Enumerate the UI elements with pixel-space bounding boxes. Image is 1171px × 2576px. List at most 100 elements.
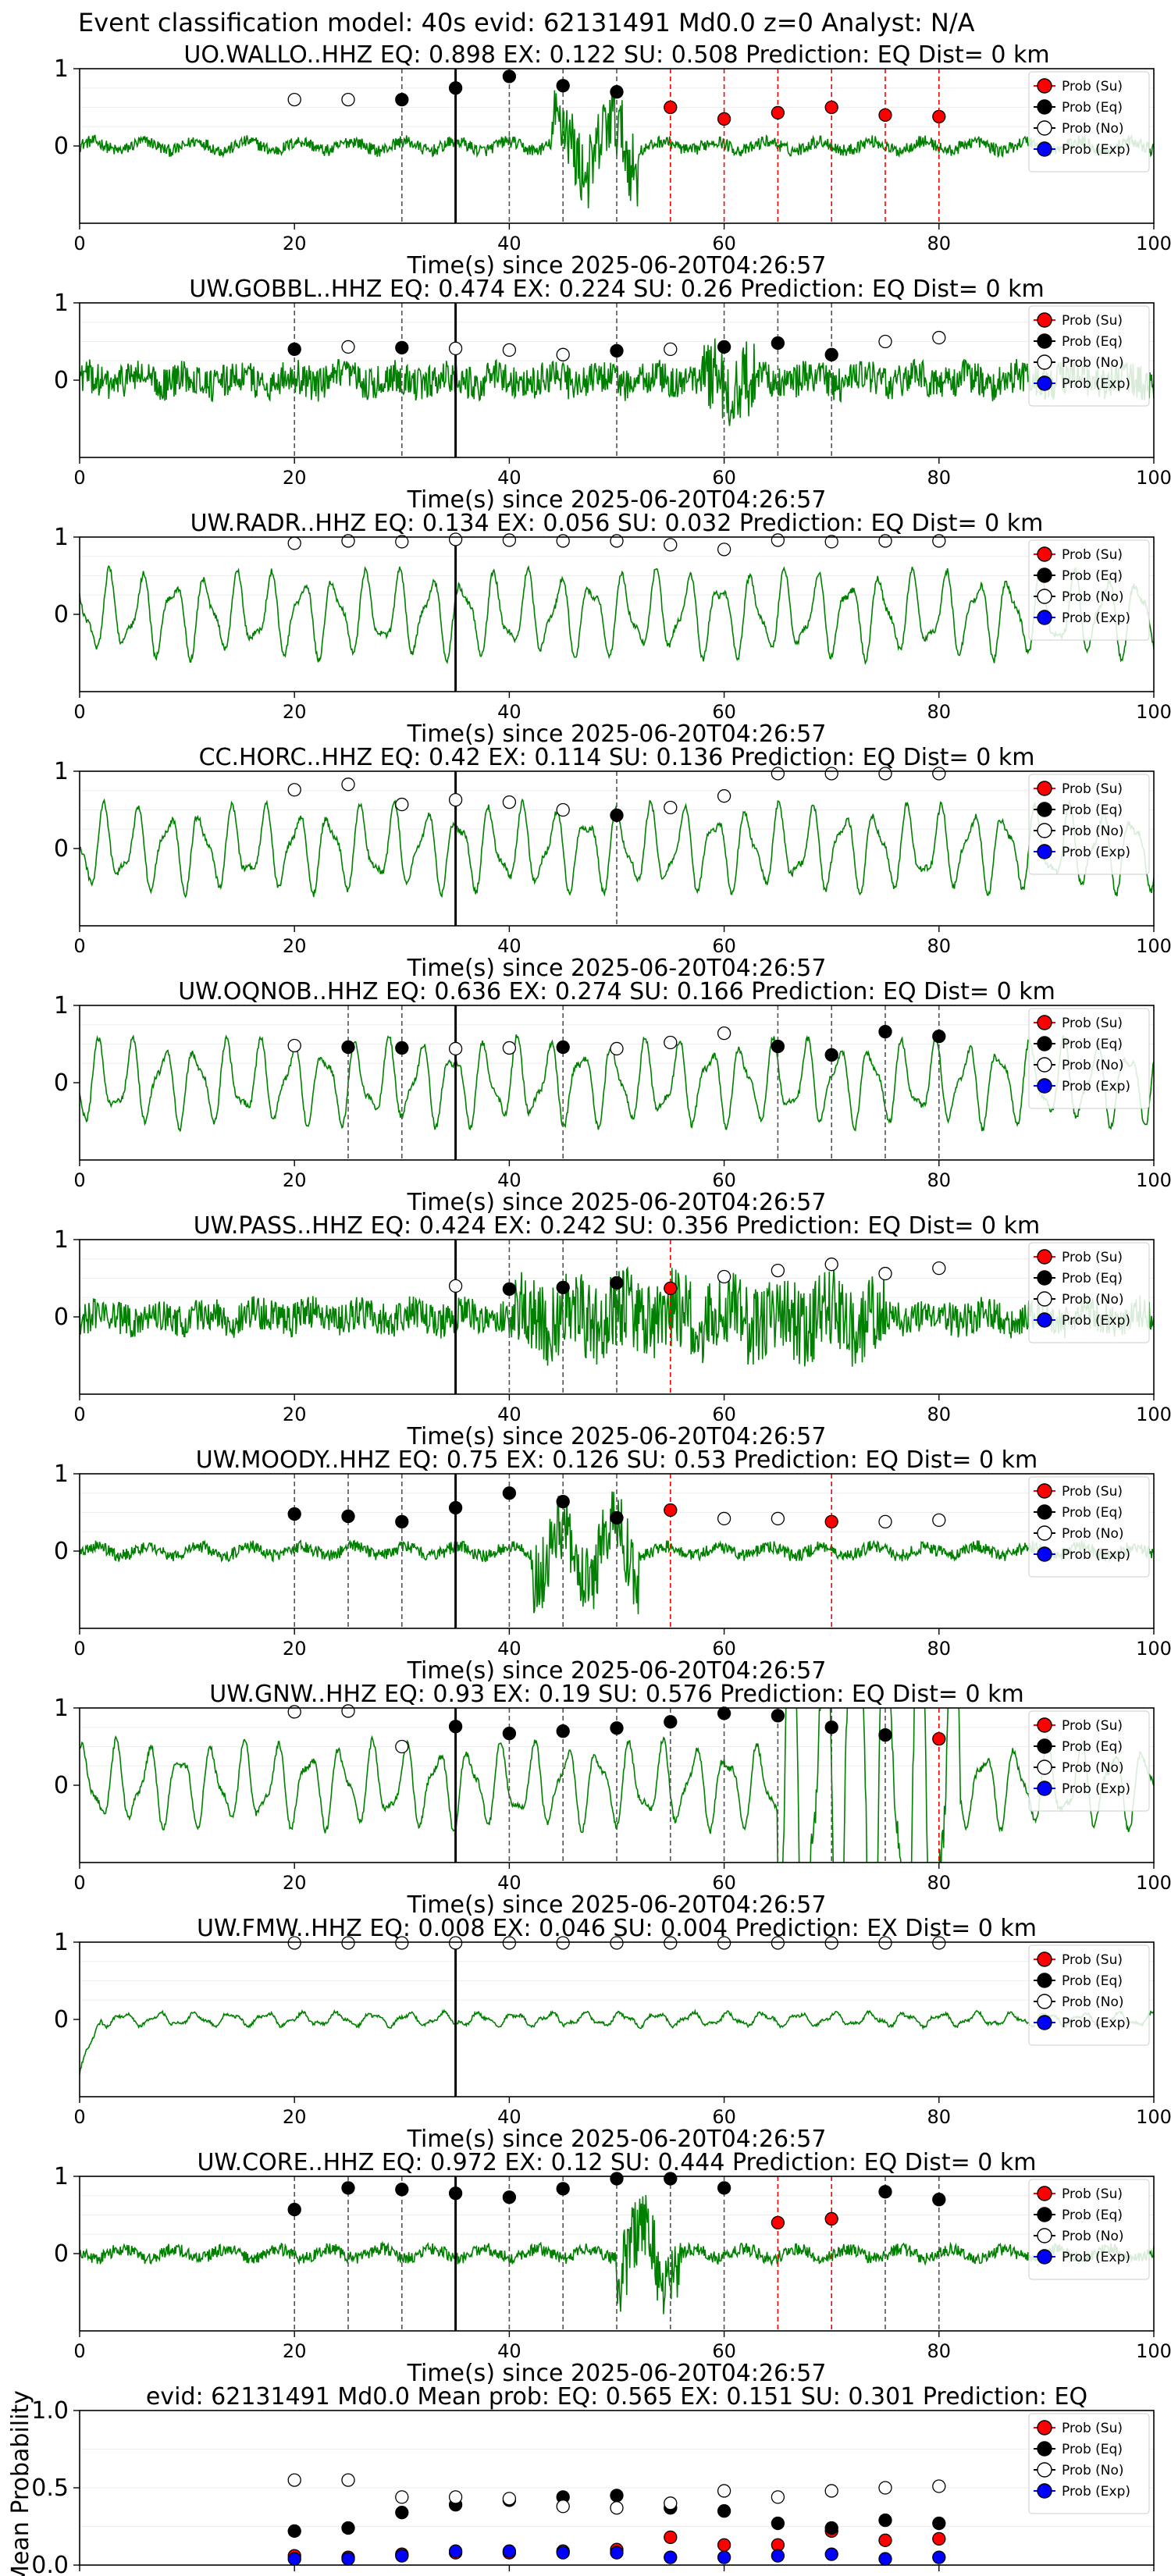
prob-marker-7-7	[664, 1715, 678, 1729]
legend-label-9-2: Prob (No)	[1062, 2229, 1124, 2244]
prob-marker-6-9	[771, 1511, 785, 1526]
prob-marker-7-5	[556, 1724, 570, 1738]
x-tick-label-2-5: 100	[1136, 701, 1171, 723]
x-tick-label-3-0: 0	[73, 935, 85, 957]
prob-marker-2-11	[878, 534, 892, 548]
prob-marker-6-12	[932, 1513, 946, 1528]
mean-marker-3-9	[771, 2549, 785, 2563]
legend-marker-5-2	[1037, 1291, 1052, 1307]
prob-marker-9-10	[824, 2211, 838, 2226]
x-tick-label-5-3: 60	[712, 1404, 736, 1425]
legend-marker-3-0	[1037, 781, 1052, 796]
prob-marker-3-3	[448, 792, 463, 807]
mean-marker-1-11	[878, 2513, 892, 2528]
prob-marker-8-7	[664, 1936, 678, 1950]
legend-box-3	[1028, 774, 1150, 875]
legend-marker-5-1	[1037, 1270, 1052, 1286]
x-tick-label-5-1: 20	[283, 1404, 307, 1425]
prob-marker-0-2	[395, 92, 409, 107]
prob-marker-2-1	[341, 534, 355, 548]
x-tick-label-4-0: 0	[73, 1169, 85, 1191]
x-axis-label-9: Time(s) since 2025-06-20T04:26:57	[407, 2360, 827, 2387]
panel-0: UO.WALLO..HHZ EQ: 0.898 EX: 0.122 SU: 0.…	[54, 41, 1171, 279]
mean-marker-3-7	[664, 2550, 678, 2564]
y-tick-label-3-1: 1	[54, 758, 69, 785]
prob-marker-0-3	[448, 81, 463, 95]
prob-marker-2-4	[502, 533, 517, 547]
x-tick-label-9-1: 20	[283, 2340, 307, 2362]
x-tick-label-1-5: 100	[1136, 467, 1171, 489]
prob-marker-8-10	[824, 1936, 838, 1950]
mean-marker-3-6	[610, 2546, 624, 2560]
panel-title-7: UW.GNW..HHZ EQ: 0.93 EX: 0.19 SU: 0.576 …	[209, 1681, 1024, 1708]
legend-marker-4-1	[1037, 1036, 1052, 1051]
panel-4: UW.OQNOB..HHZ EQ: 0.636 EX: 0.274 SU: 0.…	[54, 978, 1171, 1216]
legend-marker-9-3	[1037, 2249, 1052, 2265]
prob-marker-8-0	[287, 1936, 301, 1950]
legend-label-1-1: Prob (Eq)	[1062, 334, 1123, 350]
legend-label-4-3: Prob (Exp)	[1062, 1079, 1130, 1094]
y-tick-label-10-0: 0.0	[31, 2552, 69, 2576]
waveform-4	[80, 1034, 1154, 1132]
legend-label-4-0: Prob (Su)	[1062, 1016, 1123, 1031]
prob-marker-9-3	[448, 2186, 463, 2201]
legend-marker-5-3	[1037, 1312, 1052, 1328]
prob-marker-3-10	[824, 767, 838, 781]
legend-label-8-3: Prob (Exp)	[1062, 2016, 1130, 2031]
x-tick-label-0-0: 0	[73, 233, 85, 254]
mean-marker-3-3	[448, 2544, 463, 2558]
panel-title-0: UO.WALLO..HHZ EQ: 0.898 EX: 0.122 SU: 0.…	[183, 41, 1049, 69]
legend-label-4-2: Prob (No)	[1062, 1058, 1124, 1073]
x-tick-label-4-5: 100	[1136, 1169, 1171, 1191]
panel-title-4: UW.OQNOB..HHZ EQ: 0.636 EX: 0.274 SU: 0.…	[178, 978, 1055, 1005]
legend-marker-10-1	[1037, 2441, 1052, 2457]
mean-marker-3-11	[878, 2552, 892, 2566]
legend-marker-2-3	[1037, 610, 1052, 625]
x-tick-label-7-1: 20	[283, 1872, 307, 1894]
x-tick-label-10-0: 0	[73, 2574, 85, 2576]
x-axis-label-7: Time(s) since 2025-06-20T04:26:57	[407, 1891, 827, 1919]
prob-marker-8-3	[448, 1936, 463, 1950]
prob-marker-6-0	[287, 1507, 301, 1521]
legend-label-1-2: Prob (No)	[1062, 355, 1124, 371]
legend-label-2-3: Prob (Exp)	[1062, 610, 1130, 626]
mean-marker-2-1	[341, 2473, 355, 2487]
panel-2: UW.RADR..HHZ EQ: 0.134 EX: 0.056 SU: 0.0…	[54, 510, 1171, 748]
waveform-6	[80, 1491, 1154, 1614]
x-tick-label-0-5: 100	[1136, 233, 1171, 254]
legend-label-10-1: Prob (Eq)	[1062, 2442, 1123, 2457]
prob-marker-9-12	[932, 2193, 946, 2207]
x-tick-label-1-3: 60	[712, 467, 736, 489]
x-axis-label-5: Time(s) since 2025-06-20T04:26:57	[407, 1423, 827, 1450]
mean-marker-2-4	[502, 2492, 517, 2506]
x-tick-label-7-4: 80	[927, 1872, 952, 1894]
legend-marker-1-2	[1037, 354, 1052, 370]
legend-marker-6-2	[1037, 1525, 1052, 1541]
prob-marker-7-8	[717, 1706, 731, 1720]
prob-marker-1-6	[610, 343, 624, 358]
prob-marker-6-10	[824, 1514, 838, 1529]
legend-marker-8-1	[1037, 1973, 1052, 1988]
legend-label-7-3: Prob (Exp)	[1062, 1781, 1130, 1797]
prob-marker-4-7	[664, 1035, 678, 1050]
x-tick-label-5-2: 40	[497, 1404, 521, 1425]
mean-marker-1-1	[341, 2521, 355, 2535]
x-tick-label-8-1: 20	[283, 2106, 307, 2128]
prob-marker-2-3	[448, 532, 463, 546]
x-tick-label-1-1: 20	[283, 467, 307, 489]
legend-marker-1-1	[1037, 333, 1052, 349]
prob-marker-1-11	[878, 334, 892, 349]
prob-marker-5-7	[824, 1258, 838, 1272]
mean-marker-2-12	[932, 2479, 946, 2493]
y-tick-label-1-0: 0	[54, 367, 69, 394]
x-tick-label-0-4: 80	[927, 233, 952, 254]
legend-label-3-0: Prob (Su)	[1062, 781, 1123, 797]
prob-marker-0-4	[502, 69, 517, 84]
x-tick-label-10-2: 40	[497, 2574, 521, 2576]
legend-marker-2-0	[1037, 546, 1052, 562]
legend-label-3-2: Prob (No)	[1062, 824, 1124, 839]
mean-marker-2-8	[717, 2484, 731, 2498]
legend-marker-10-3	[1037, 2483, 1052, 2499]
x-tick-label-8-2: 40	[497, 2106, 521, 2128]
